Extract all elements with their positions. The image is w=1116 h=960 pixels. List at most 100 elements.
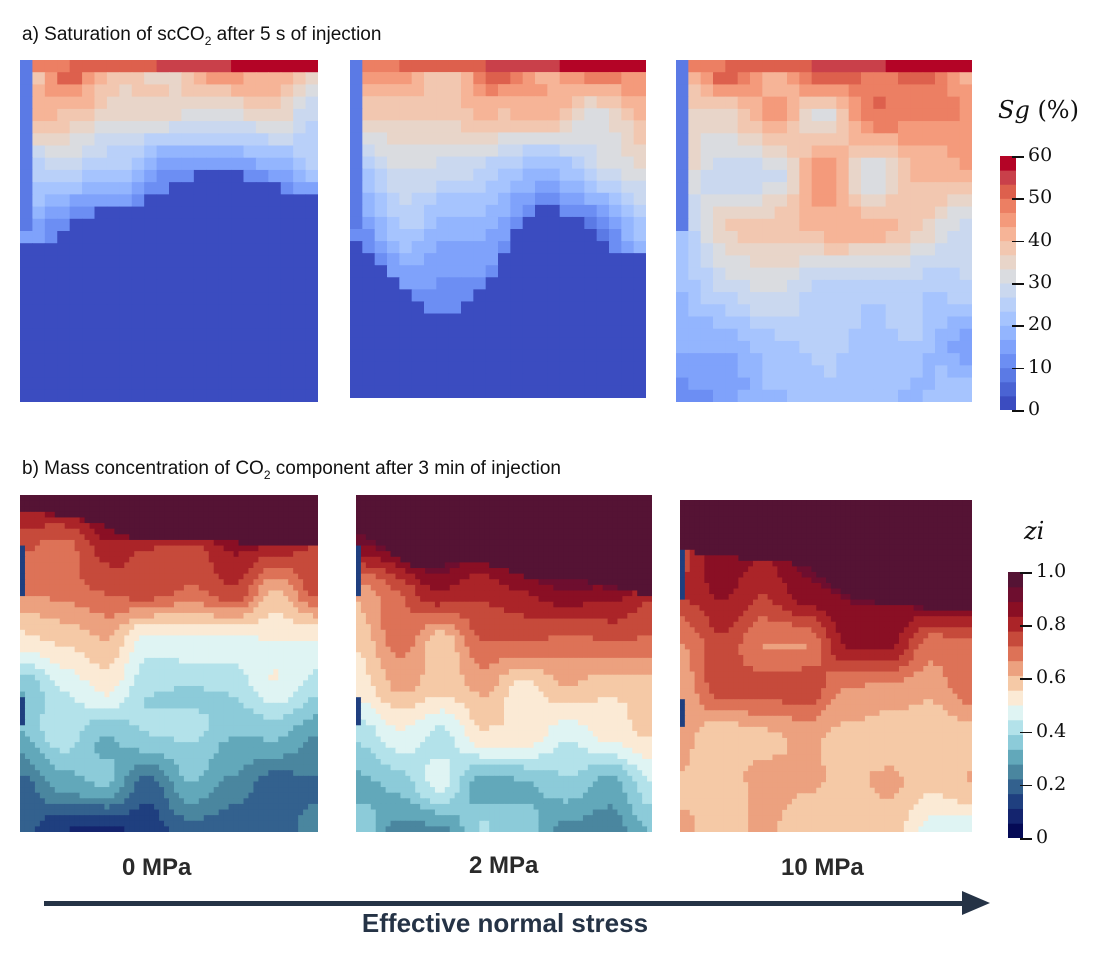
saturation-cell <box>181 169 195 183</box>
concentration-cell <box>144 742 150 749</box>
concentration-cell <box>59 635 66 642</box>
saturation-cell <box>243 316 257 330</box>
saturation-cell <box>811 353 825 366</box>
saturation-cell <box>448 253 462 266</box>
saturation-cell <box>485 156 499 170</box>
concentration-cell <box>228 596 235 603</box>
saturation-cell <box>873 96 887 110</box>
concentration-cell <box>54 596 61 603</box>
concentration-cell <box>89 500 95 507</box>
concentration-cell <box>29 545 36 552</box>
saturation-cell <box>959 108 972 122</box>
saturation-cell <box>621 253 635 266</box>
concentration-cell <box>283 736 289 743</box>
concentration-cell <box>114 551 120 558</box>
concentration-cell <box>89 719 95 726</box>
saturation-cell <box>424 204 437 218</box>
concentration-cell <box>84 528 91 535</box>
saturation-cell <box>293 304 307 317</box>
saturation-cell <box>156 255 170 269</box>
concentration-cell <box>34 523 41 530</box>
concentration-cell <box>188 607 195 614</box>
saturation-cell <box>461 120 474 133</box>
saturation-cell <box>596 325 610 339</box>
concentration-cell <box>169 736 175 743</box>
concentration-cell <box>149 742 155 749</box>
concentration-cell <box>149 534 155 541</box>
saturation-cell <box>713 121 726 134</box>
concentration-cell <box>109 584 115 591</box>
concentration-cell <box>124 596 130 603</box>
saturation-cell <box>32 133 46 146</box>
saturation-cell <box>737 377 751 391</box>
concentration-cell <box>129 612 135 620</box>
concentration-cell <box>198 596 205 603</box>
concentration-cell <box>74 770 81 777</box>
concentration-cell <box>119 511 125 518</box>
concentration-cell <box>208 495 215 502</box>
concentration-cell <box>64 596 71 603</box>
saturation-cell <box>910 389 924 402</box>
saturation-cell <box>633 156 646 170</box>
saturation-cell <box>106 169 120 183</box>
saturation-cell <box>700 316 714 330</box>
concentration-cell <box>238 568 244 575</box>
saturation-cell <box>131 340 145 354</box>
concentration-cell <box>74 663 81 670</box>
saturation-cell <box>193 365 207 379</box>
concentration-cell <box>258 523 264 530</box>
saturation-cell <box>522 385 536 398</box>
concentration-cell <box>268 663 274 670</box>
concentration-cell <box>59 770 66 777</box>
concentration-cell <box>39 691 46 698</box>
saturation-cell <box>959 218 972 232</box>
concentration-cell <box>213 573 220 580</box>
saturation-cell <box>725 328 739 342</box>
concentration-cell <box>228 528 235 535</box>
concentration-cell <box>253 528 259 535</box>
concentration-cell <box>178 506 185 513</box>
concentration-cell <box>293 568 299 575</box>
concentration-cell <box>29 590 36 597</box>
saturation-cell <box>799 194 813 208</box>
concentration-cell <box>208 562 215 569</box>
concentration-cell <box>149 770 155 777</box>
concentration-cell <box>178 764 185 771</box>
concentration-cell <box>119 641 125 648</box>
concentration-cell <box>34 646 41 653</box>
saturation-cell <box>824 316 837 330</box>
concentration-cell <box>104 730 110 738</box>
concentration-cell <box>79 523 86 530</box>
saturation-cell <box>700 84 714 98</box>
saturation-cell <box>873 231 887 244</box>
concentration-cell <box>288 545 294 552</box>
saturation-cell <box>94 231 108 244</box>
saturation-cell <box>218 304 232 317</box>
saturation-cell <box>885 182 899 195</box>
saturation-cell <box>169 108 182 122</box>
concentration-cell <box>54 511 61 518</box>
concentration-cell <box>109 590 115 597</box>
concentration-cell <box>293 590 299 597</box>
concentration-cell <box>64 764 71 771</box>
concentration-cell <box>198 568 205 575</box>
concentration-cell <box>238 663 244 670</box>
concentration-cell <box>238 747 244 754</box>
saturation-cell <box>193 121 207 134</box>
saturation-cell <box>700 353 714 366</box>
concentration-cell <box>59 685 66 693</box>
concentration-cell <box>228 556 235 563</box>
saturation-cell <box>20 328 33 342</box>
concentration-cell <box>208 714 215 721</box>
concentration-cell <box>243 702 249 709</box>
concentration-cell <box>233 646 240 653</box>
saturation-cell <box>57 218 71 232</box>
concentration-cell <box>183 758 190 766</box>
saturation-cell <box>737 72 751 85</box>
concentration-cell <box>293 506 299 513</box>
saturation-cell <box>922 169 936 183</box>
concentration-cell <box>198 579 205 586</box>
saturation-cell <box>293 231 307 244</box>
concentration-cell <box>228 624 235 631</box>
concentration-cell <box>308 714 314 721</box>
